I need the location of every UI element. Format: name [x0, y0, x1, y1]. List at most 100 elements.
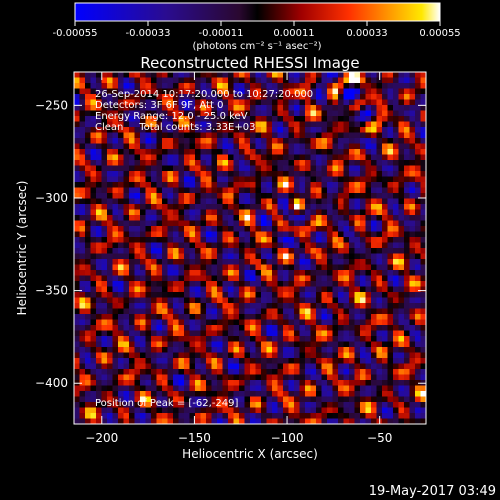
heatmap-cell [123, 83, 130, 89]
heatmap-cell [151, 127, 157, 133]
heatmap-cell [349, 248, 355, 254]
heatmap-cell [398, 303, 405, 309]
heatmap-cell [266, 418, 273, 424]
heatmap-cell [250, 363, 256, 370]
heatmap-cell [332, 154, 339, 161]
heatmap-cell [327, 187, 333, 194]
heatmap-cell [288, 220, 295, 227]
heatmap-cell [90, 396, 97, 403]
heatmap-cell [140, 83, 146, 89]
heatmap-cell [145, 418, 152, 424]
heatmap-cell [118, 237, 124, 243]
heatmap-cell [349, 363, 355, 370]
heatmap-cell [217, 116, 223, 122]
heatmap-cell [398, 297, 405, 304]
heatmap-cell [332, 248, 339, 254]
heatmap-cell [398, 259, 405, 265]
heatmap-cell [140, 116, 146, 122]
heatmap-cell [195, 341, 201, 348]
heatmap-cell [343, 226, 350, 232]
heatmap-cell [167, 407, 174, 414]
heatmap-cell [398, 275, 405, 282]
heatmap-cell [415, 402, 421, 408]
heatmap-cell [266, 242, 273, 249]
heatmap-cell [118, 165, 124, 172]
heatmap-cell [338, 226, 344, 232]
heatmap-cell [228, 105, 234, 111]
heatmap-cell [393, 94, 399, 100]
heatmap-cell [90, 336, 97, 342]
heatmap-cell [184, 149, 190, 155]
heatmap-cell [365, 110, 372, 117]
heatmap-cell [74, 374, 80, 381]
heatmap-cell [200, 363, 207, 370]
heatmap-cell [420, 297, 426, 304]
heatmap-cell [387, 88, 394, 95]
heatmap-cell [310, 286, 317, 293]
heatmap-cell [222, 248, 229, 254]
heatmap-cell [173, 160, 179, 166]
heatmap-cell [250, 187, 256, 194]
heatmap-cell [310, 336, 317, 342]
heatmap-cell [118, 121, 124, 128]
heatmap-cell [288, 149, 295, 155]
heatmap-cell [206, 407, 212, 414]
heatmap-cell [107, 116, 113, 122]
heatmap-cell [409, 402, 416, 408]
heatmap-cell [349, 154, 355, 161]
heatmap-cell [85, 363, 91, 370]
heatmap-cell [107, 281, 113, 287]
heatmap-cell [244, 220, 251, 227]
heatmap-cell [239, 275, 245, 282]
heatmap-cell [244, 231, 251, 238]
heatmap-cell [354, 407, 361, 414]
heatmap-cell [283, 121, 289, 128]
heatmap-cell [255, 314, 262, 320]
heatmap-cell [255, 182, 262, 188]
heatmap-cell [173, 336, 179, 342]
heatmap-cell [310, 127, 317, 133]
heatmap-cell [195, 121, 201, 128]
heatmap-cell [151, 303, 157, 309]
heatmap-cell [272, 160, 278, 166]
heatmap-cell [332, 336, 339, 342]
heatmap-cell [277, 209, 284, 216]
heatmap-cell [200, 165, 207, 172]
heatmap-cell [211, 226, 218, 232]
heatmap-cell [343, 110, 350, 117]
heatmap-cell [222, 165, 229, 172]
heatmap-cell [195, 99, 201, 106]
heatmap-cell [398, 352, 405, 359]
heatmap-cell [338, 83, 344, 89]
heatmap-cell [310, 297, 317, 304]
heatmap-cell [151, 341, 157, 348]
heatmap-cell [156, 220, 163, 227]
heatmap-cell [134, 341, 141, 348]
heatmap-cell [310, 314, 317, 320]
heatmap-cell [371, 132, 377, 139]
heatmap-cell [255, 270, 262, 276]
heatmap-cell [184, 77, 190, 84]
heatmap-cell [101, 154, 108, 161]
heatmap-cell [255, 380, 262, 386]
heatmap-cell [156, 83, 163, 89]
heatmap-cell [321, 286, 328, 293]
heatmap-cell [206, 72, 212, 78]
heatmap-cell [277, 413, 284, 419]
heatmap-cell [415, 94, 421, 100]
heatmap-cell [283, 380, 289, 386]
heatmap-cell [283, 385, 289, 392]
heatmap-cell [261, 352, 267, 359]
heatmap-cell [107, 330, 113, 337]
heatmap-cell [217, 418, 223, 424]
heatmap-cell [173, 94, 179, 100]
heatmap-cell [151, 231, 157, 238]
heatmap-cell [354, 171, 361, 177]
heatmap-cell [420, 209, 426, 216]
heatmap-cell [244, 308, 251, 315]
heatmap-cell [255, 248, 262, 254]
heatmap-cell [266, 248, 273, 254]
heatmap-cell [415, 110, 421, 117]
heatmap-cell [277, 105, 284, 111]
heatmap-cell [239, 215, 245, 221]
